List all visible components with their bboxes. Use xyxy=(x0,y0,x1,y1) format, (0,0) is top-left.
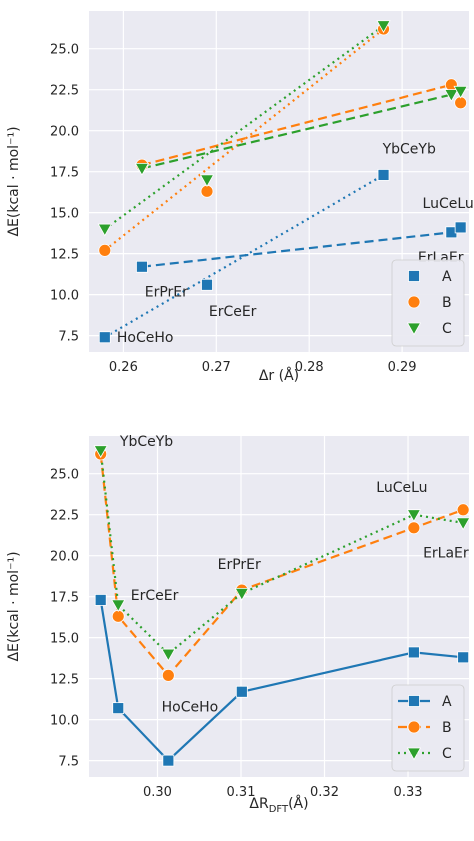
x-axis-label-sub: DFT xyxy=(269,804,289,815)
y-tick-label: 17.5 xyxy=(50,166,79,181)
data-point-c xyxy=(111,599,126,613)
legend-label-a: A xyxy=(442,694,452,710)
y-tick-label: 25.0 xyxy=(50,468,79,483)
data-point-a xyxy=(112,702,125,715)
data-point-c xyxy=(406,509,422,523)
data-point-a xyxy=(407,646,420,659)
y-tick-label: 25.0 xyxy=(50,43,79,58)
legend: ABC xyxy=(391,259,465,347)
point-label: YbCeYb xyxy=(119,434,173,450)
data-point-b xyxy=(98,243,112,257)
series-line-b xyxy=(141,83,452,167)
point-label: HoCeHo xyxy=(117,330,174,346)
x-tick-label: 0.31 xyxy=(227,785,256,800)
legend-marker-c xyxy=(406,322,422,336)
x-tick-label: 0.32 xyxy=(310,785,339,800)
point-label: LuCeLu xyxy=(376,480,427,496)
data-point-b xyxy=(456,503,470,517)
data-point-a xyxy=(162,754,175,767)
y-tick-label: 7.5 xyxy=(58,330,79,345)
y-tick-label: 12.5 xyxy=(50,248,79,263)
data-point-a xyxy=(235,685,248,698)
data-point-c xyxy=(199,174,215,188)
chart-panel-top: 0.26 0.27 0.28 0.29 7.5 10.0 12.5 15.0 17.5 20.0 2… xyxy=(6,11,474,384)
point-label: HoCeHo xyxy=(162,700,219,716)
y-tick-label: 10.0 xyxy=(50,289,79,304)
legend-label-b: B xyxy=(442,720,452,736)
legend-marker-b xyxy=(407,720,421,734)
point-label: ErPrEr xyxy=(218,557,261,573)
data-point-c xyxy=(453,85,468,99)
series-line-b xyxy=(99,453,464,678)
data-point-c xyxy=(444,89,459,102)
point-label: ErCeEr xyxy=(209,304,257,320)
series-line-a xyxy=(141,231,452,268)
y-tick-label: 12.5 xyxy=(50,673,79,688)
data-point-a xyxy=(377,169,390,181)
y-tick-label: 15.0 xyxy=(50,207,79,222)
series-line-c xyxy=(141,93,452,170)
y-tick-label: 10.0 xyxy=(50,714,79,729)
legend: ABC xyxy=(391,684,465,772)
legend-box xyxy=(391,259,465,347)
y-tick-label: 17.5 xyxy=(50,591,79,606)
legend-label-b: B xyxy=(442,295,452,311)
legend-marker-c xyxy=(406,747,422,761)
y-tick-label: 7.5 xyxy=(58,755,79,770)
data-point-a xyxy=(94,594,107,606)
data-point-a xyxy=(98,331,111,344)
data-point-a xyxy=(136,260,148,273)
legend-marker-b xyxy=(407,295,421,309)
data-point-a xyxy=(201,278,213,291)
y-tick-label: 20.0 xyxy=(50,550,79,565)
x-axis-label: ΔRDFT(Å) xyxy=(249,795,308,815)
data-point-b xyxy=(407,521,421,535)
x-tick-label: 0.29 xyxy=(388,360,417,375)
data-point-c xyxy=(234,587,250,601)
x-axis-label-main: ΔR xyxy=(249,796,269,812)
point-label: LuCeLu xyxy=(423,196,474,212)
point-label: YbCeYb xyxy=(382,142,436,158)
point-label: ErPrEr xyxy=(145,284,188,300)
data-point-c xyxy=(376,20,391,34)
y-axis-label: ΔE(kcal · mol⁻¹) xyxy=(6,551,22,661)
data-point-a xyxy=(454,221,467,234)
data-point-a xyxy=(457,651,470,664)
x-tick-label: 0.30 xyxy=(143,785,172,800)
data-point-c xyxy=(134,162,150,176)
point-label: ErCeEr xyxy=(131,588,179,604)
data-point-c xyxy=(161,648,176,662)
x-axis-label-tail: (Å) xyxy=(288,795,309,812)
y-tick-label: 22.5 xyxy=(50,84,79,99)
legend-label-a: A xyxy=(442,269,452,285)
y-tick-label: 15.0 xyxy=(50,632,79,647)
point-label: ErLaEr xyxy=(423,545,469,561)
legend-label-c: C xyxy=(442,746,452,762)
y-tick-label: 20.0 xyxy=(50,125,79,140)
series-line-a xyxy=(99,599,464,763)
data-point-c xyxy=(455,517,471,531)
legend-marker-a xyxy=(408,695,420,707)
x-axis-label: Δr (Å) xyxy=(259,367,299,384)
chart-panel-bottom: 0.30 0.31 0.32 0.33 7.5 10.0 12.5 15.0 17.5 20.0 2… xyxy=(6,434,471,815)
y-axis-label: ΔE(kcal · mol⁻¹) xyxy=(6,126,22,236)
data-point-c xyxy=(97,223,112,237)
x-tick-label: 0.27 xyxy=(202,360,231,375)
y-tick-label: 22.5 xyxy=(50,509,79,524)
x-tick-label: 0.33 xyxy=(394,785,423,800)
data-point-c xyxy=(93,445,108,459)
x-tick-label: 0.28 xyxy=(295,360,324,375)
legend-label-c: C xyxy=(442,321,452,337)
data-point-b xyxy=(161,668,175,682)
legend-marker-a xyxy=(408,270,420,282)
x-tick-label: 0.26 xyxy=(109,360,138,375)
